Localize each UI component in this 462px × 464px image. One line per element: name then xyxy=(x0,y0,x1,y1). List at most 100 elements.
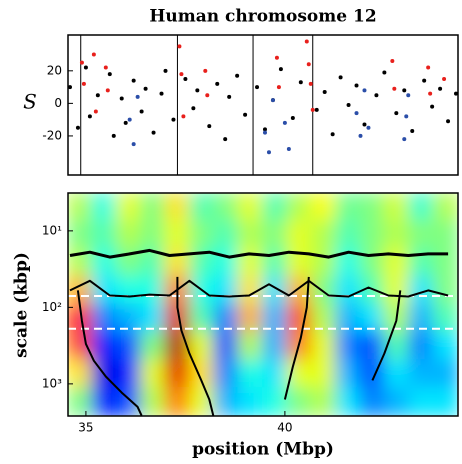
ridge-line xyxy=(176,276,215,416)
point xyxy=(91,52,96,57)
frame xyxy=(67,192,459,417)
point xyxy=(438,86,443,91)
y-tick-label: -20 xyxy=(42,128,62,142)
point xyxy=(422,78,427,83)
heat-cell xyxy=(91,219,118,250)
point xyxy=(274,55,279,60)
heat-cell xyxy=(188,387,216,416)
scatter-plot xyxy=(68,35,458,175)
heat-cell xyxy=(213,275,240,306)
ridge-line xyxy=(283,276,310,400)
heat-cell xyxy=(359,387,386,416)
heat-cell xyxy=(188,331,216,362)
heat-cell xyxy=(432,387,458,416)
heat-cell xyxy=(68,359,94,390)
overlay xyxy=(68,248,458,416)
heat-cell xyxy=(359,331,386,362)
point xyxy=(390,59,395,64)
y-tick-label: 10¹ xyxy=(42,223,62,237)
point xyxy=(362,122,367,127)
heat-cell xyxy=(335,219,362,250)
point xyxy=(404,114,409,119)
y-tick-label: 10² xyxy=(42,300,62,314)
point xyxy=(105,88,110,93)
heat-cell xyxy=(213,247,240,278)
heat-cell xyxy=(286,331,313,362)
heat-cell xyxy=(310,275,338,306)
point xyxy=(93,109,98,114)
heat-cell xyxy=(262,219,289,250)
heat-cell xyxy=(237,387,264,416)
heat-cell xyxy=(262,331,289,362)
heat-cell xyxy=(335,193,362,222)
point xyxy=(426,65,431,70)
heat-cell xyxy=(359,193,386,222)
heat-cell xyxy=(335,387,362,416)
y-tick-label: 10³ xyxy=(42,376,62,390)
y-axis-label: scale (kbp) xyxy=(12,252,32,358)
point xyxy=(235,73,240,78)
x-axis-label: position (Mbp) xyxy=(192,440,334,460)
point xyxy=(354,83,359,88)
point xyxy=(304,39,309,44)
point xyxy=(374,93,379,98)
point xyxy=(171,117,176,122)
chart-title: Human chromosome 12 xyxy=(149,7,376,27)
point xyxy=(135,94,140,99)
point xyxy=(430,104,435,109)
heat-cell xyxy=(310,247,338,278)
point xyxy=(195,88,200,93)
heat-cell xyxy=(262,275,289,306)
point xyxy=(183,76,188,81)
point xyxy=(205,93,210,98)
heat-cell xyxy=(91,387,118,416)
heat-cell xyxy=(262,387,289,416)
point xyxy=(87,114,92,119)
heat-cell xyxy=(164,193,191,222)
point xyxy=(119,96,124,101)
point xyxy=(330,132,335,137)
point xyxy=(402,88,407,93)
y-axis-label: S xyxy=(23,90,37,114)
heat-cell xyxy=(408,387,435,416)
point xyxy=(203,68,208,73)
heat-cell xyxy=(237,219,264,250)
heat-cell xyxy=(432,359,458,390)
heat-cell xyxy=(383,219,411,250)
frame xyxy=(67,34,459,176)
heat-cell xyxy=(262,359,289,390)
heatmap xyxy=(68,193,458,416)
heat-cell xyxy=(213,193,240,222)
heat-cell xyxy=(237,247,264,278)
heat-cell xyxy=(164,359,191,390)
heat-cell xyxy=(140,359,167,390)
point xyxy=(382,70,387,75)
heat-cell xyxy=(335,359,362,390)
heat-cells xyxy=(68,193,458,416)
heat-cell xyxy=(91,331,118,362)
heat-cell xyxy=(383,387,411,416)
point xyxy=(262,127,267,132)
y-tick-label: 20 xyxy=(47,63,62,77)
point xyxy=(282,120,287,125)
point xyxy=(278,67,283,72)
heat-cell xyxy=(262,193,289,222)
point xyxy=(322,89,327,94)
heat-cell xyxy=(432,275,458,306)
heat-cell xyxy=(432,193,458,222)
heat-cell xyxy=(213,387,240,416)
point xyxy=(290,116,295,121)
heat-cell xyxy=(310,219,338,250)
heat-cell xyxy=(408,331,435,362)
point xyxy=(191,106,196,111)
point xyxy=(410,129,415,134)
point xyxy=(223,137,228,142)
point xyxy=(83,65,88,70)
heat-cell xyxy=(432,331,458,362)
heat-cell xyxy=(164,387,191,416)
heat-cell xyxy=(213,359,240,390)
point xyxy=(266,150,271,155)
heat-cell xyxy=(310,359,338,390)
point xyxy=(107,72,112,77)
point xyxy=(428,91,433,96)
